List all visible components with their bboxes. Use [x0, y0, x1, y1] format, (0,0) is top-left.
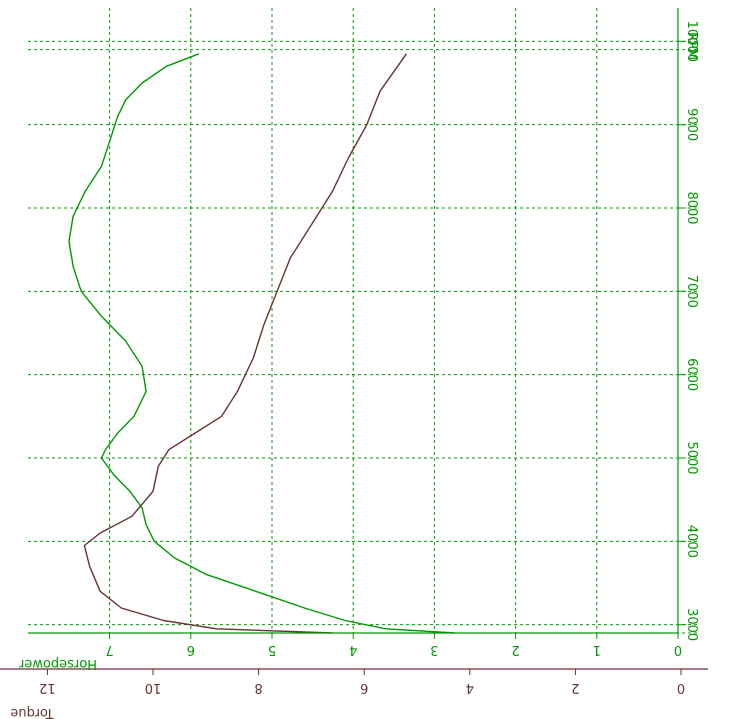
torque-curve: [83, 53, 407, 634]
torque-tick-label-4: 4: [466, 680, 474, 695]
torque-tick-label-6: 6: [360, 680, 368, 695]
rpm-tick-label-8000: 8000: [684, 191, 699, 224]
hp-tick-label-2: 2: [511, 642, 519, 657]
hp-tick-label-1: 1: [593, 642, 601, 657]
hp-tick-label-0: 0: [674, 642, 682, 657]
rpm-tick-label-3000: 3000: [684, 608, 699, 641]
axes: 300040005000600070008000900010000RPM0123…: [0, 8, 708, 719]
hp-tick-label-6: 6: [187, 642, 195, 657]
torque-tick-label-12: 12: [39, 680, 56, 695]
hp-tick-label-3: 3: [430, 642, 438, 657]
grid: [28, 8, 698, 634]
hp-tick-label-4: 4: [349, 642, 357, 657]
horsepower-axis-title: Horsepower: [18, 656, 97, 671]
horsepower-curve: [68, 53, 455, 634]
torque-axis-title: Torque: [10, 705, 54, 719]
rpm-tick-label-9000: 9000: [684, 108, 699, 141]
hp-tick-label-5: 5: [268, 642, 276, 657]
torque-tick-label-10: 10: [145, 680, 162, 695]
rpm-tick-label-6000: 6000: [684, 358, 699, 391]
rpm-tick-label-7000: 7000: [684, 275, 699, 308]
rpm-tick-label-5000: 5000: [684, 441, 699, 474]
rpm-axis-title: RPM: [684, 32, 699, 60]
hp-tick-label-7: 7: [105, 642, 113, 657]
rpm-tick-label-10000: 10000: [684, 21, 699, 62]
torque-tick-label-8: 8: [254, 680, 262, 695]
torque-tick-label-2: 2: [571, 680, 579, 695]
torque-tick-label-0: 0: [677, 680, 685, 695]
series-group: [68, 53, 455, 634]
rpm-tick-label-4000: 4000: [684, 525, 699, 558]
